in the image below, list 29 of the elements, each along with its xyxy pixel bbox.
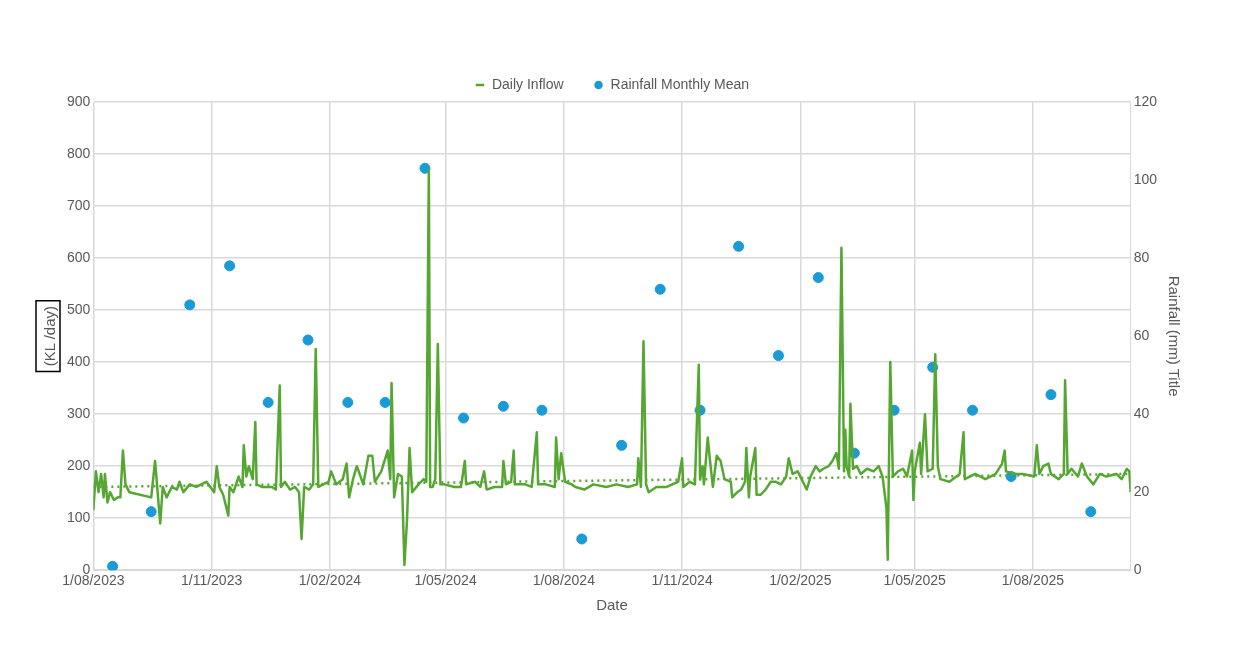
x-tick-label: 1/05/2025	[883, 572, 947, 589]
x-axis-title: Date	[596, 596, 628, 614]
y2-tick-label: 60	[1133, 326, 1150, 343]
x-tick-label: 1/11/2024	[651, 572, 713, 589]
x-tick-label: 1/05/2024	[414, 572, 477, 589]
x-tick-label: 1/02/2024	[298, 572, 362, 589]
legend-label: Daily Inflow	[491, 75, 565, 92]
y2-tick-label: 0	[1133, 561, 1142, 578]
x-tick-label: 1/11/2023	[180, 572, 243, 589]
y-tick-label: 900	[67, 92, 91, 109]
x-tick-label: 1/02/2025	[769, 572, 832, 589]
y-tick-label: 700	[67, 196, 91, 213]
y2-axis-title: Rainfall (mm) Title	[1165, 275, 1183, 397]
y-tick-label: 100	[67, 509, 91, 526]
x-tick-label: 1/08/2025	[1001, 572, 1065, 589]
y2-tick-label: 40	[1133, 404, 1150, 421]
y-axis-title: (KL /day)	[41, 305, 59, 367]
y-tick-label: 200	[67, 457, 91, 474]
x-tick-label: 1/08/2024	[532, 572, 596, 589]
y2-tick-label: 100	[1133, 170, 1158, 187]
y2-tick-label: 20	[1133, 483, 1150, 500]
y2-tick-label: 120	[1133, 92, 1158, 109]
y-tick-label: 300	[67, 404, 91, 421]
y-tick-label: 500	[67, 300, 91, 317]
legend-label: Rainfall Monthly Mean	[610, 75, 750, 92]
y-tick-label: 600	[67, 248, 91, 265]
y-tick-label: 800	[67, 144, 91, 161]
y-tick-label: 400	[67, 352, 91, 369]
y2-tick-label: 80	[1133, 248, 1150, 265]
